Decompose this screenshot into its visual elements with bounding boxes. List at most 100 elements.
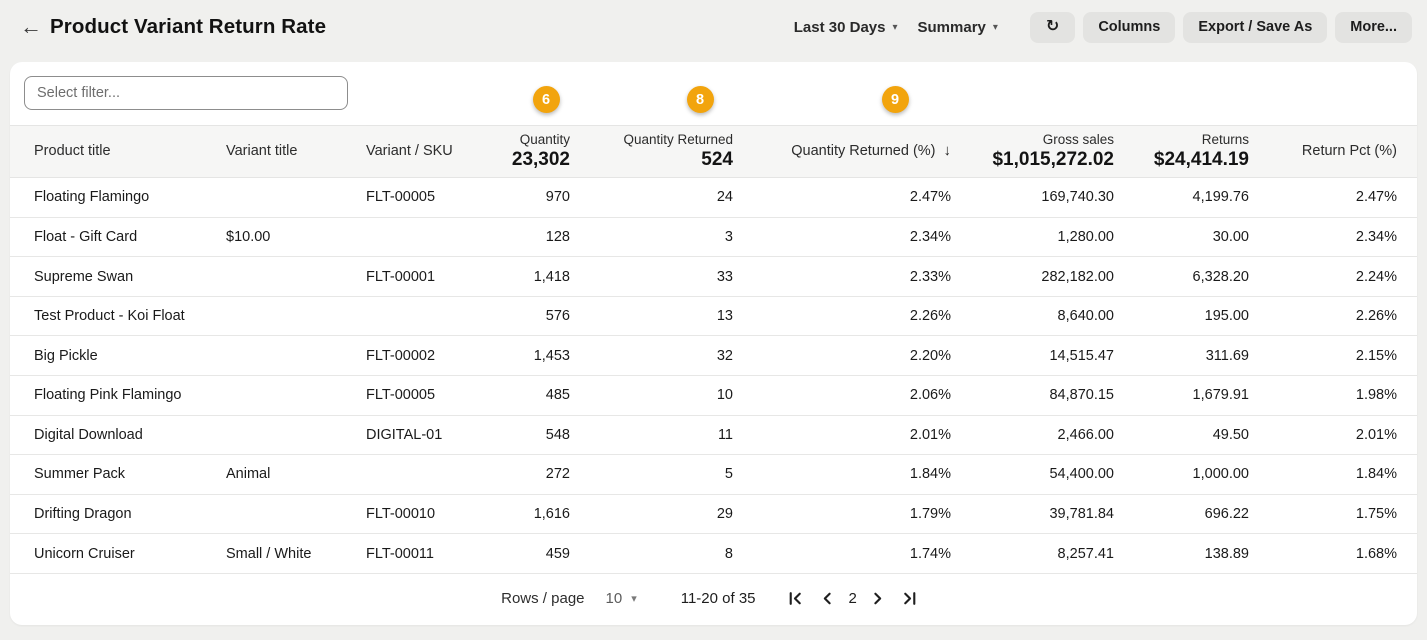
- cell-gross-sales: 39,781.84: [963, 494, 1126, 535]
- cell-quantity-returned-pct: 1.74%: [745, 533, 963, 574]
- last-page-button[interactable]: [894, 582, 926, 614]
- rows-per-page-select[interactable]: 10 ▾: [600, 589, 643, 608]
- last-page-icon: [904, 591, 916, 605]
- cell-quantity-returned: 3: [582, 217, 745, 258]
- previous-page-button[interactable]: [812, 582, 844, 614]
- table-row[interactable]: Supreme Swan FLT-00001 1,418 33 2.33% 282,182…: [10, 256, 1417, 297]
- cell-product-title: Float - Gift Card: [10, 217, 214, 258]
- column-header-product-title[interactable]: Product title: [10, 124, 214, 179]
- cell-variant-sku: [354, 454, 468, 495]
- cell-product-title: Floating Flamingo: [10, 177, 214, 218]
- cell-quantity: 485: [468, 375, 582, 416]
- filter-input[interactable]: [24, 76, 348, 110]
- cell-variant-sku: [354, 217, 468, 258]
- cell-quantity: 1,453: [468, 335, 582, 376]
- cell-variant-title: [214, 415, 354, 456]
- cell-quantity: 1,418: [468, 256, 582, 297]
- cell-variant-sku: FLT-00010: [354, 494, 468, 535]
- cell-quantity: 576: [468, 296, 582, 337]
- more-button[interactable]: More...: [1335, 11, 1412, 43]
- table-row[interactable]: Drifting Dragon FLT-00010 1,616 29 1.79% 39,7…: [10, 494, 1417, 535]
- column-header-quantity[interactable]: Quantity 23,302: [468, 124, 582, 179]
- table-row[interactable]: Big Pickle FLT-00002 1,453 32 2.20% 14,515.47…: [10, 335, 1417, 376]
- chevron-right-icon: [874, 592, 882, 604]
- columns-button[interactable]: Columns: [1083, 11, 1176, 43]
- chevron-down-icon: ▾: [892, 21, 898, 33]
- cell-return-pct: 2.24%: [1261, 256, 1417, 297]
- refresh-icon: ↻: [1045, 18, 1060, 35]
- date-range-dropdown[interactable]: Last 30 Days ▾: [784, 19, 908, 36]
- table-row[interactable]: Float - Gift Card $10.00 128 3 2.34% 1,280.00…: [10, 217, 1417, 258]
- cell-returns: 6,328.20: [1126, 256, 1261, 297]
- column-header-return-pct[interactable]: Return Pct (%): [1261, 124, 1417, 179]
- cell-variant-sku: [354, 296, 468, 337]
- cell-quantity-returned-pct: 2.26%: [745, 296, 963, 337]
- step-badge-6: 6: [532, 86, 560, 113]
- cell-return-pct: 2.01%: [1261, 415, 1417, 456]
- column-label: Quantity Returned: [623, 132, 733, 147]
- cell-returns: 49.50: [1126, 415, 1261, 456]
- column-header-variant-title[interactable]: Variant title: [214, 124, 354, 179]
- cell-variant-sku: FLT-00005: [354, 375, 468, 416]
- column-header-gross-sales[interactable]: Gross sales $1,015,272.02: [963, 124, 1126, 179]
- cell-product-title: Unicorn Cruiser: [10, 533, 214, 574]
- cell-quantity-returned: 5: [582, 454, 745, 495]
- column-header-quantity-returned[interactable]: Quantity Returned 524: [582, 124, 745, 179]
- cell-quantity-returned: 8: [582, 533, 745, 574]
- table-row[interactable]: Unicorn Cruiser Small / White FLT-00011 459…: [10, 533, 1417, 574]
- rows-per-page-label: Rows / page: [501, 589, 585, 607]
- cell-product-title: Supreme Swan: [10, 256, 214, 297]
- first-page-button[interactable]: [780, 582, 812, 614]
- table-row[interactable]: Floating Pink Flamingo FLT-00005 485 10 2.06…: [10, 375, 1417, 416]
- refresh-button[interactable]: ↻: [1029, 11, 1076, 43]
- cell-return-pct: 1.98%: [1261, 375, 1417, 416]
- cell-quantity: 459: [468, 533, 582, 574]
- cell-returns: 311.69: [1126, 335, 1261, 376]
- cell-product-title: Floating Pink Flamingo: [10, 375, 214, 416]
- step-badge-9: 9: [881, 86, 909, 113]
- cell-product-title: Digital Download: [10, 415, 214, 456]
- cell-variant-title: [214, 177, 354, 218]
- next-page-button[interactable]: [862, 582, 894, 614]
- cell-quantity-returned-pct: 1.84%: [745, 454, 963, 495]
- cell-quantity-returned-pct: 2.33%: [745, 256, 963, 297]
- step-badge-8: 8: [686, 86, 714, 113]
- column-label: Quantity: [519, 132, 570, 147]
- export-save-as-button[interactable]: Export / Save As: [1183, 11, 1328, 43]
- cell-quantity-returned: 32: [582, 335, 745, 376]
- cell-gross-sales: 84,870.15: [963, 375, 1126, 416]
- filter-row: [10, 62, 1417, 125]
- cell-variant-sku: FLT-00002: [354, 335, 468, 376]
- back-button[interactable]: ←: [16, 16, 46, 38]
- cell-gross-sales: 1,280.00: [963, 217, 1126, 258]
- cell-return-pct: 1.75%: [1261, 494, 1417, 535]
- rows-per-page-value: 10: [605, 589, 623, 607]
- current-page-number: 2: [848, 589, 857, 607]
- cell-quantity-returned-pct: 2.20%: [745, 335, 963, 376]
- cell-variant-sku: FLT-00005: [354, 177, 468, 218]
- table-row[interactable]: Digital Download DIGITAL-01 548 11 2.01% 2,46…: [10, 415, 1417, 456]
- column-header-returns[interactable]: Returns $24,414.19: [1126, 124, 1261, 179]
- chevron-left-icon: [823, 592, 831, 604]
- table-row[interactable]: Summer Pack Animal 272 5 1.84% 54,400.00 1,000…: [10, 454, 1417, 495]
- cell-variant-sku: FLT-00001: [354, 256, 468, 297]
- column-total-quantity: 23,302: [511, 149, 570, 171]
- sort-descending-icon: ↓: [943, 142, 952, 160]
- table-row[interactable]: Floating Flamingo FLT-00005 970 24 2.47% 169,…: [10, 177, 1417, 218]
- cell-return-pct: 2.47%: [1261, 177, 1417, 218]
- table-row[interactable]: Test Product - Koi Float 576 13 2.26% 8,640.…: [10, 296, 1417, 337]
- cell-returns: 4,199.76: [1126, 177, 1261, 218]
- column-header-quantity-returned-pct[interactable]: Quantity Returned (%) ↓: [745, 124, 963, 179]
- table-body: Floating Flamingo FLT-00005 970 24 2.47% 169,…: [10, 177, 1417, 574]
- cell-quantity-returned-pct: 2.34%: [745, 217, 963, 258]
- report-table: Product title Variant title Variant / SKU Q…: [10, 124, 1417, 574]
- first-page-icon: [789, 591, 801, 605]
- cell-returns: 1,000.00: [1126, 454, 1261, 495]
- view-mode-dropdown[interactable]: Summary ▾: [908, 19, 1008, 36]
- cell-variant-title: [214, 335, 354, 376]
- app-header: ← Product Variant Return Rate Last 30 Da…: [0, 0, 1427, 54]
- pagination-range: 11-20 of 35: [680, 589, 756, 607]
- cell-product-title: Summer Pack: [10, 454, 214, 495]
- column-header-variant-sku[interactable]: Variant / SKU: [354, 124, 468, 179]
- cell-variant-title: $10.00: [214, 217, 354, 258]
